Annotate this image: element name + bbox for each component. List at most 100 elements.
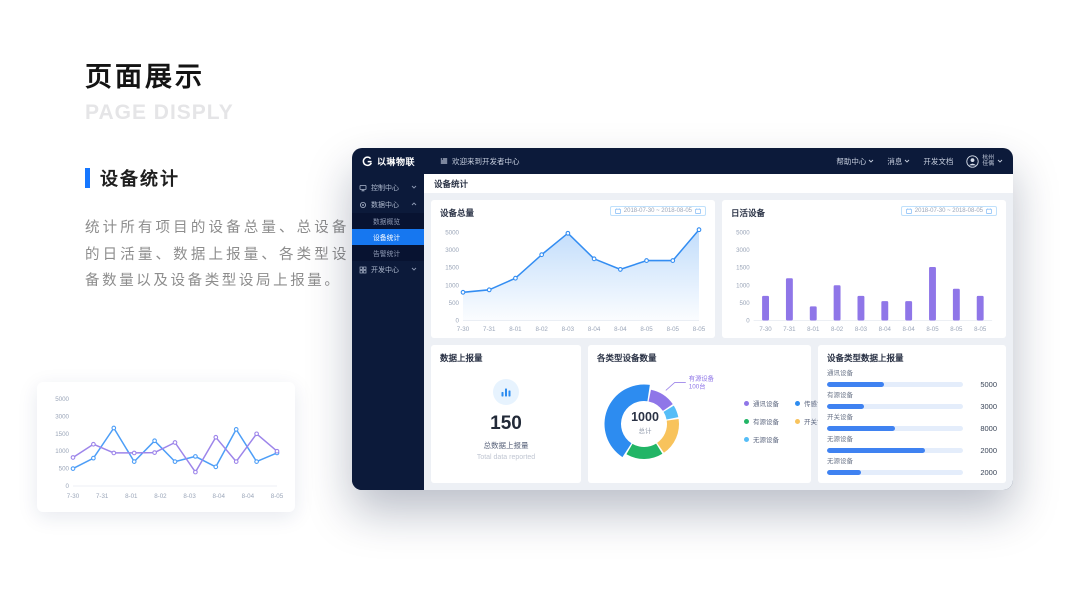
- type-report-value: 3000: [980, 402, 997, 411]
- sidebar-item-数据中心[interactable]: 数据中心: [352, 196, 424, 213]
- logo-text: 以琳物联: [377, 156, 416, 167]
- user-menu[interactable]: 杭州 佳偶: [966, 155, 1003, 168]
- svg-text:8-01: 8-01: [807, 326, 820, 333]
- progress-fill: [827, 404, 864, 409]
- user-name-line1: 杭州: [982, 154, 994, 161]
- svg-text:100台: 100台: [689, 381, 706, 390]
- sidebar-subitem-告警统计[interactable]: 告警统计: [373, 251, 401, 258]
- data-report-title: 数据上报量: [440, 353, 483, 363]
- topnav-消息[interactable]: 消息: [887, 156, 910, 167]
- svg-text:500: 500: [449, 300, 460, 307]
- daily-active-daterange[interactable]: 2018-07-30 ~ 2018-08-05: [900, 206, 997, 216]
- svg-text:500: 500: [59, 465, 70, 472]
- type-report-bar-line: 5000: [827, 380, 997, 389]
- legend-label: 无源设备: [753, 437, 779, 444]
- type-report-label: 开关设备: [827, 414, 853, 421]
- device-types-body: 有源设备 100台 1000 总计 通讯设备 有源设备 无源设备 传感设备 开关设备: [592, 363, 830, 479]
- chevron-down-icon: [411, 184, 417, 191]
- type-report-value: 2000: [980, 468, 997, 477]
- type-report-card: 设备类型数据上报量 通讯设备 5000 有源设备 3000 开关设备 8000 无源设备 20…: [818, 345, 1006, 483]
- topnav-开发文档[interactable]: 开发文档: [923, 156, 953, 167]
- daterange-text: 2018-07-30 ~ 2018-08-05: [623, 208, 692, 214]
- sidebar-subitem-设备统计[interactable]: 设备统计: [352, 229, 424, 245]
- svg-text:7-31: 7-31: [483, 326, 496, 333]
- svg-text:5000: 5000: [55, 396, 69, 403]
- data-report-body: 150 总数据上报量 Total data reported: [440, 364, 572, 476]
- topnav-label: 帮助中心: [836, 156, 867, 166]
- calendar-icon: [695, 208, 701, 214]
- legend-label: 有源设备: [753, 419, 779, 426]
- daily-active-title: 日活设备: [731, 208, 766, 218]
- svg-text:1500: 1500: [736, 265, 750, 272]
- app-logo[interactable]: 以琳物联: [362, 155, 428, 168]
- welcome-text: 欢迎来到开发者中心: [452, 156, 520, 166]
- type-report-bar-line: 2000: [827, 446, 997, 455]
- logo-icon: [362, 155, 372, 166]
- legend-dot-icon: [744, 400, 749, 406]
- sidebar-submenu: 数据概览设备统计告警统计: [352, 213, 424, 261]
- calendar-icon: [614, 208, 621, 214]
- type-report-row: 通讯设备 5000: [827, 367, 997, 389]
- svg-text:1500: 1500: [55, 430, 69, 437]
- svg-text:0: 0: [456, 318, 460, 325]
- page-title: 页面展示: [85, 62, 205, 92]
- calendar-icon: [905, 208, 912, 214]
- type-report-bar-line: 2000: [827, 468, 997, 477]
- svg-text:7-30: 7-30: [457, 326, 470, 333]
- svg-text:0: 0: [746, 317, 750, 324]
- data-report-sublabel: Total data reported: [476, 454, 536, 461]
- svg-text:8-04: 8-04: [213, 493, 226, 500]
- svg-text:1000: 1000: [445, 282, 459, 289]
- topnav-label: 消息: [887, 156, 903, 166]
- legend-label: 开关设备: [804, 419, 830, 426]
- device-total-card: 设备总量 2018-07-30 ~ 2018-08-05: [431, 200, 715, 338]
- type-report-label: 无源设备: [827, 458, 853, 465]
- svg-text:500: 500: [739, 300, 750, 307]
- svg-text:7-31: 7-31: [783, 326, 796, 333]
- svg-text:8-04: 8-04: [903, 326, 916, 333]
- svg-text:8-05: 8-05: [271, 493, 284, 500]
- sidebar-item-label: 数据中心: [371, 201, 399, 209]
- donut-legend: 通讯设备 有源设备 无源设备 传感设备 开关设备: [744, 398, 830, 444]
- data-report-card: 数据上报量 150 总数据上报量 Total d: [431, 345, 581, 483]
- device-total-daterange[interactable]: 2018-07-30 ~ 2018-08-05: [609, 206, 706, 216]
- section-header: 设备统计: [85, 165, 360, 191]
- sidebar-item-label: 开发中心: [371, 266, 399, 274]
- mini-line-chart-svg: 0 500 1000 1500 3000 5000 7-30 7-31 8-01 8-02 8-03…: [55, 396, 284, 500]
- legend-item: 无源设备: [744, 434, 779, 444]
- svg-text:8-05: 8-05: [640, 326, 653, 333]
- data-report-label: 总数据上报量: [483, 441, 529, 450]
- sidebar-item-开发中心[interactable]: 开发中心: [352, 261, 424, 278]
- type-report-row: 无源设备 2000: [827, 433, 997, 455]
- topnav-帮助中心[interactable]: 帮助中心: [836, 156, 874, 167]
- progress-fill: [827, 470, 861, 475]
- main-content: 设备统计 设备总量 2018-07-30 ~ 2018-08-05: [424, 174, 1013, 490]
- legend-dot-icon: [744, 436, 749, 442]
- dashboard-window: 以琳物联 欢迎来到开发者中心 帮助中心 消息 开发文档 杭州 佳偶: [352, 148, 1013, 490]
- type-report-value: 8000: [980, 424, 997, 433]
- chevron-down-icon: [869, 159, 874, 163]
- progress-track: [827, 470, 963, 475]
- mini-chart-card: 0 500 1000 1500 3000 5000 7-30 7-31 8-01 8-02 8-03…: [37, 382, 295, 512]
- dashboard-topbar: 以琳物联 欢迎来到开发者中心 帮助中心 消息 开发文档 杭州 佳偶: [352, 148, 1013, 174]
- chevron-up-icon: [411, 201, 417, 208]
- type-report-row: 有源设备 3000: [827, 389, 997, 411]
- svg-text:3000: 3000: [736, 247, 750, 254]
- legend-dot-icon: [795, 400, 800, 406]
- type-report-label: 有源设备: [827, 392, 853, 399]
- svg-text:8-02: 8-02: [535, 326, 548, 333]
- type-report-label: 无源设备: [827, 436, 853, 443]
- sidebar-subitem-数据概览[interactable]: 数据概览: [373, 219, 401, 226]
- sidebar-item-控制中心[interactable]: 控制中心: [352, 179, 424, 196]
- content-page-title: 设备统计: [424, 174, 1013, 193]
- section-description: 统计所有项目的设备总量、总设备的日活量、数据上报量、各类型设备数量以及设备类型设…: [85, 220, 349, 289]
- type-report-label: 通讯设备: [827, 370, 853, 377]
- device-total-title: 设备总量: [440, 208, 475, 218]
- donut-chart: 有源设备 100台 1000 总计: [592, 364, 744, 478]
- svg-text:3000: 3000: [445, 247, 459, 254]
- gear-icon: [359, 201, 367, 209]
- legend-item: 有源设备: [744, 416, 779, 426]
- legend-dot-icon: [795, 418, 800, 424]
- list-icon: [440, 158, 448, 164]
